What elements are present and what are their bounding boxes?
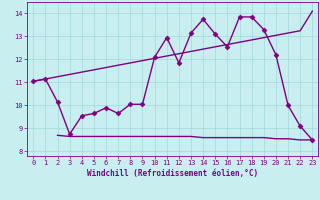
X-axis label: Windchill (Refroidissement éolien,°C): Windchill (Refroidissement éolien,°C) (87, 169, 258, 178)
